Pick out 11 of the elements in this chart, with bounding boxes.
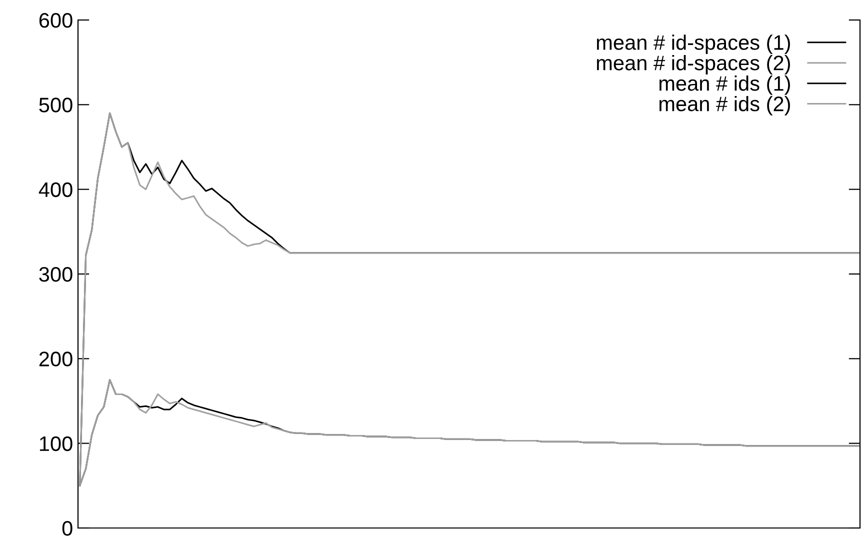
y-tick-label: 100: [40, 436, 72, 452]
y-tick-label: 300: [39, 267, 72, 282]
y-tick-label: 500: [39, 98, 72, 112]
y-tick-label: 400: [38, 182, 72, 198]
legend-label: mean # ids (1): [660, 76, 790, 95]
legend-label: mean # ids (2): [660, 96, 790, 116]
y-tick-label: 200: [39, 352, 72, 366]
y-tick-label: 0: [62, 520, 72, 536]
legend-label: mean # id-spaces (2): [596, 55, 790, 74]
y-tick-label: 600: [39, 13, 72, 28]
legend-label: mean # id-spaces (1): [596, 34, 790, 54]
